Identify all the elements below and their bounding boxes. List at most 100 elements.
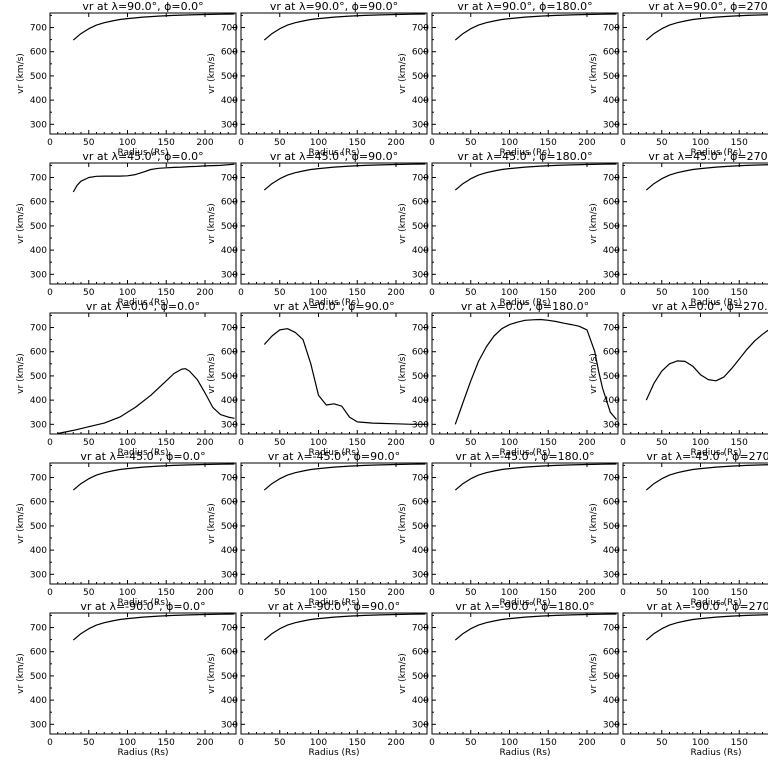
- y-tick-label: 400: [221, 396, 238, 406]
- y-tick-label: 700: [30, 174, 47, 184]
- chart-title: vr at λ=0.0°, ϕ=90.0°: [273, 300, 394, 313]
- x-tick-label: 50: [656, 288, 668, 298]
- y-tick-label: 400: [412, 396, 429, 406]
- y-tick-label: 700: [30, 474, 47, 484]
- y-tick-label: 600: [603, 348, 620, 358]
- x-axis-label: Radius (Rs): [499, 148, 550, 158]
- x-tick-label: 100: [501, 588, 518, 598]
- x-tick-label: 50: [656, 738, 668, 748]
- y-tick-label: 300: [603, 270, 620, 280]
- x-tick-label: 50: [465, 438, 477, 448]
- y-axis-label: vr (km/s): [16, 203, 26, 244]
- x-tick-label: 100: [119, 138, 136, 148]
- series-line: [72, 163, 235, 193]
- x-tick-label: 100: [310, 738, 327, 748]
- x-axis-label: Radius (Rs): [308, 598, 359, 608]
- y-tick-label: 600: [603, 648, 620, 658]
- chart-panel: vr at λ=45.0°, ϕ=180.0° 0 50 100 150 200 300 40…: [398, 150, 619, 308]
- y-tick-label: 700: [221, 24, 238, 34]
- series-line: [454, 613, 617, 641]
- y-tick-label: 400: [603, 246, 620, 256]
- chart-panel: vr at λ=45.0°, ϕ=270.0°05010015020030040…: [589, 150, 768, 308]
- x-tick-label: 50: [83, 288, 95, 298]
- chart-title: vr at λ=90.0°, ϕ=180.0°: [457, 0, 592, 13]
- x-tick-label: 200: [387, 288, 404, 298]
- x-tick-label: 150: [731, 738, 748, 748]
- y-tick-label: 300: [221, 120, 238, 130]
- y-tick-label: 600: [221, 498, 238, 508]
- y-tick-label: 300: [30, 570, 47, 580]
- x-tick-label: 150: [349, 138, 366, 148]
- series-line: [454, 13, 617, 41]
- y-tick-label: 400: [412, 246, 429, 256]
- x-tick-label: 200: [196, 588, 213, 598]
- plot-frame: [622, 162, 768, 285]
- chart-panel: vr at λ=45.0°, ϕ=90.0° 0 50 100 150 200 300 400…: [207, 150, 428, 308]
- y-tick-label: 400: [30, 96, 47, 106]
- y-tick-label: 300: [221, 270, 238, 280]
- y-tick-label: 400: [603, 96, 620, 106]
- y-tick-label: 500: [412, 222, 429, 232]
- x-tick-label: 0: [429, 588, 435, 598]
- chart-title: vr at λ=-45.0°, ϕ=270.0°: [646, 450, 768, 463]
- plot-frame: [622, 612, 768, 735]
- chart-title: vr at λ=45.0°, ϕ=270.0°: [648, 150, 768, 163]
- x-tick-label: 200: [196, 288, 213, 298]
- y-tick-label: 700: [30, 24, 47, 34]
- y-tick-label: 500: [221, 372, 238, 382]
- x-tick-label: 200: [578, 438, 595, 448]
- chart-panel: vr at λ=-45.0°, ϕ=90.0° 0 50 100 150 200 300 40…: [207, 450, 428, 608]
- x-tick-label: 100: [501, 288, 518, 298]
- y-tick-label: 600: [30, 648, 47, 658]
- x-tick-label: 200: [196, 738, 213, 748]
- x-axis-label: Radius (Rs): [690, 448, 741, 458]
- y-tick-label: 600: [603, 198, 620, 208]
- y-tick-label: 500: [603, 72, 620, 82]
- y-tick-label: 700: [30, 624, 47, 634]
- y-tick-label: 300: [603, 120, 620, 130]
- series-line: [72, 613, 235, 641]
- x-axis-label: Radius (Rs): [308, 148, 359, 158]
- y-axis-label: vr (km/s): [207, 653, 217, 694]
- chart-title: vr at λ=90.0°, ϕ=0.0°: [82, 0, 203, 13]
- x-tick-label: 0: [47, 738, 53, 748]
- y-tick-label: 500: [412, 372, 429, 382]
- x-tick-label: 0: [47, 138, 53, 148]
- series-line: [645, 164, 768, 191]
- plot-frame: [622, 12, 768, 135]
- x-tick-label: 100: [119, 288, 136, 298]
- x-tick-label: 200: [387, 438, 404, 448]
- x-tick-label: 150: [349, 288, 366, 298]
- chart-title: vr at λ=-90.0°, ϕ=180.0°: [455, 600, 594, 613]
- x-axis-label: Radius (Rs): [117, 748, 168, 758]
- x-tick-label: 150: [349, 738, 366, 748]
- x-tick-label: 0: [238, 288, 244, 298]
- x-tick-label: 0: [47, 288, 53, 298]
- y-tick-label: 600: [221, 48, 238, 58]
- x-axis-label: Radius (Rs): [690, 598, 741, 608]
- y-tick-label: 300: [30, 120, 47, 130]
- chart-panel: vr at λ=45.0°, ϕ=0.0° 0 50 100 150 200 300 400 5…: [16, 150, 237, 308]
- y-tick-label: 500: [221, 672, 238, 682]
- y-tick-label: 500: [603, 372, 620, 382]
- y-tick-label: 500: [221, 222, 238, 232]
- y-tick-label: 400: [30, 396, 47, 406]
- x-tick-label: 0: [620, 738, 626, 748]
- y-tick-label: 400: [603, 396, 620, 406]
- x-tick-label: 100: [310, 438, 327, 448]
- y-axis-label: vr (km/s): [207, 53, 217, 94]
- series-line: [263, 463, 426, 491]
- x-axis-label: Radius (Rs): [499, 298, 550, 308]
- y-tick-label: 300: [603, 570, 620, 580]
- x-tick-label: 200: [387, 138, 404, 148]
- y-tick-label: 700: [30, 324, 47, 334]
- y-tick-label: 600: [412, 498, 429, 508]
- series-line: [645, 464, 768, 491]
- y-tick-label: 600: [30, 348, 47, 358]
- y-tick-label: 700: [412, 324, 429, 334]
- y-tick-label: 600: [30, 498, 47, 508]
- x-tick-label: 100: [501, 738, 518, 748]
- y-tick-label: 700: [412, 174, 429, 184]
- series-line: [645, 329, 768, 401]
- y-tick-label: 300: [603, 420, 620, 430]
